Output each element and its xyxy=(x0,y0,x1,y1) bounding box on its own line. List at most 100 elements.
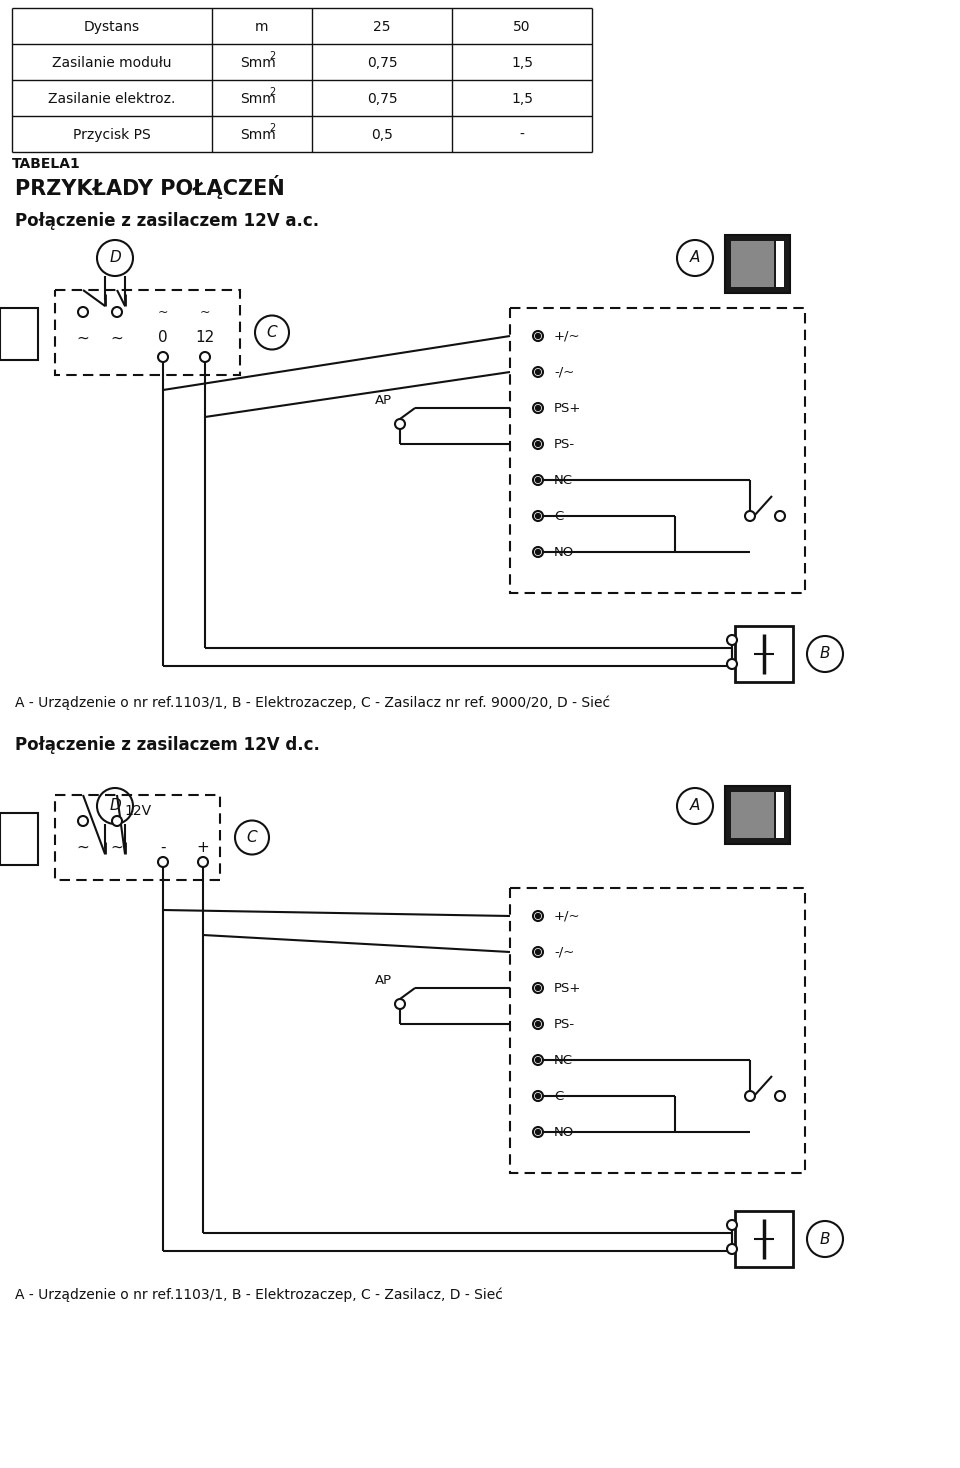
Circle shape xyxy=(727,1220,737,1230)
Text: 12V: 12V xyxy=(124,804,151,818)
Text: NC: NC xyxy=(554,1054,573,1066)
Text: 0,5: 0,5 xyxy=(372,128,393,142)
Bar xyxy=(510,308,805,593)
Text: Dystans: Dystans xyxy=(84,21,140,34)
Text: NO: NO xyxy=(554,546,574,558)
Text: Przycisk PS: Przycisk PS xyxy=(73,128,151,142)
Circle shape xyxy=(536,1129,540,1135)
Circle shape xyxy=(536,333,540,339)
Bar xyxy=(735,625,793,683)
Bar xyxy=(776,793,784,838)
Circle shape xyxy=(536,514,540,518)
Circle shape xyxy=(533,984,543,992)
Text: -: - xyxy=(160,840,166,854)
Circle shape xyxy=(533,1055,543,1064)
Text: Smm: Smm xyxy=(240,92,276,106)
Bar xyxy=(735,1211,793,1267)
Text: Zasilanie elektroz.: Zasilanie elektroz. xyxy=(48,92,176,106)
Text: 25: 25 xyxy=(373,21,391,34)
Text: 12: 12 xyxy=(196,330,215,345)
Text: D: D xyxy=(109,799,121,813)
Circle shape xyxy=(727,659,737,669)
Text: 50: 50 xyxy=(514,21,531,34)
Text: PS-: PS- xyxy=(554,1017,575,1031)
Circle shape xyxy=(158,352,168,363)
Bar xyxy=(725,785,790,844)
Text: ~: ~ xyxy=(110,330,124,345)
Text: 0,75: 0,75 xyxy=(367,56,397,70)
Text: -/~: -/~ xyxy=(554,945,574,959)
Text: PS+: PS+ xyxy=(554,982,582,994)
Text: NC: NC xyxy=(554,474,573,486)
Text: 0: 0 xyxy=(158,330,168,345)
Text: -/~: -/~ xyxy=(554,366,574,379)
Circle shape xyxy=(536,442,540,446)
Text: -: - xyxy=(519,128,524,142)
Bar xyxy=(0,813,38,865)
Circle shape xyxy=(78,816,88,826)
Bar xyxy=(731,793,774,838)
Circle shape xyxy=(533,330,543,341)
Circle shape xyxy=(775,1091,785,1101)
Text: AP: AP xyxy=(374,973,392,986)
Text: C: C xyxy=(247,829,257,846)
Circle shape xyxy=(533,511,543,521)
Text: A: A xyxy=(690,799,700,813)
Text: PS-: PS- xyxy=(554,437,575,451)
Bar xyxy=(725,235,790,294)
Circle shape xyxy=(536,370,540,374)
Text: C: C xyxy=(554,509,564,523)
Bar xyxy=(55,291,240,374)
Circle shape xyxy=(78,307,88,317)
Text: 2: 2 xyxy=(269,51,276,62)
Text: Połączenie z zasilaczem 12V a.c.: Połączenie z zasilaczem 12V a.c. xyxy=(15,211,319,230)
Circle shape xyxy=(200,352,210,363)
Circle shape xyxy=(536,1057,540,1063)
Bar xyxy=(0,308,38,360)
Text: A: A xyxy=(690,251,700,266)
Circle shape xyxy=(112,816,122,826)
Circle shape xyxy=(727,1243,737,1254)
Circle shape xyxy=(395,418,405,429)
Circle shape xyxy=(533,476,543,484)
Text: TABELA1: TABELA1 xyxy=(12,157,81,170)
Bar xyxy=(510,888,805,1173)
Circle shape xyxy=(536,1022,540,1026)
Text: B: B xyxy=(820,646,830,662)
Circle shape xyxy=(533,1127,543,1138)
Text: 0,75: 0,75 xyxy=(367,92,397,106)
Text: PS+: PS+ xyxy=(554,402,582,414)
Text: +: + xyxy=(197,840,209,854)
Text: C: C xyxy=(554,1089,564,1102)
Text: ~: ~ xyxy=(110,840,124,854)
Text: C: C xyxy=(267,324,277,341)
Text: Smm: Smm xyxy=(240,56,276,70)
Text: Zasilanie modułu: Zasilanie modułu xyxy=(52,56,172,70)
Circle shape xyxy=(536,405,540,411)
Circle shape xyxy=(533,1091,543,1101)
Circle shape xyxy=(533,439,543,449)
Circle shape xyxy=(536,985,540,991)
Circle shape xyxy=(533,1019,543,1029)
Circle shape xyxy=(158,857,168,868)
Circle shape xyxy=(533,367,543,377)
Text: +/~: +/~ xyxy=(554,910,581,922)
Text: ~: ~ xyxy=(77,840,89,854)
Circle shape xyxy=(198,857,208,868)
Circle shape xyxy=(775,511,785,521)
Text: ~: ~ xyxy=(200,305,210,319)
Circle shape xyxy=(533,912,543,920)
Text: B: B xyxy=(820,1232,830,1246)
Text: A - Urządzenie o nr ref.1103/1, B - Elektrozaczep, C - Zasilacz, D - Sieć: A - Urządzenie o nr ref.1103/1, B - Elek… xyxy=(15,1287,503,1302)
Bar xyxy=(731,241,774,288)
Text: AP: AP xyxy=(374,393,392,407)
Circle shape xyxy=(536,477,540,483)
Circle shape xyxy=(536,950,540,954)
Text: A - Urządzenie o nr ref.1103/1, B - Elektrozaczep, C - Zasilacz nr ref. 9000/20,: A - Urządzenie o nr ref.1103/1, B - Elek… xyxy=(15,694,611,709)
Circle shape xyxy=(533,947,543,957)
Text: 1,5: 1,5 xyxy=(511,56,533,70)
Text: ~: ~ xyxy=(157,305,168,319)
Text: ~: ~ xyxy=(77,330,89,345)
Circle shape xyxy=(536,1094,540,1098)
Bar xyxy=(776,241,784,288)
